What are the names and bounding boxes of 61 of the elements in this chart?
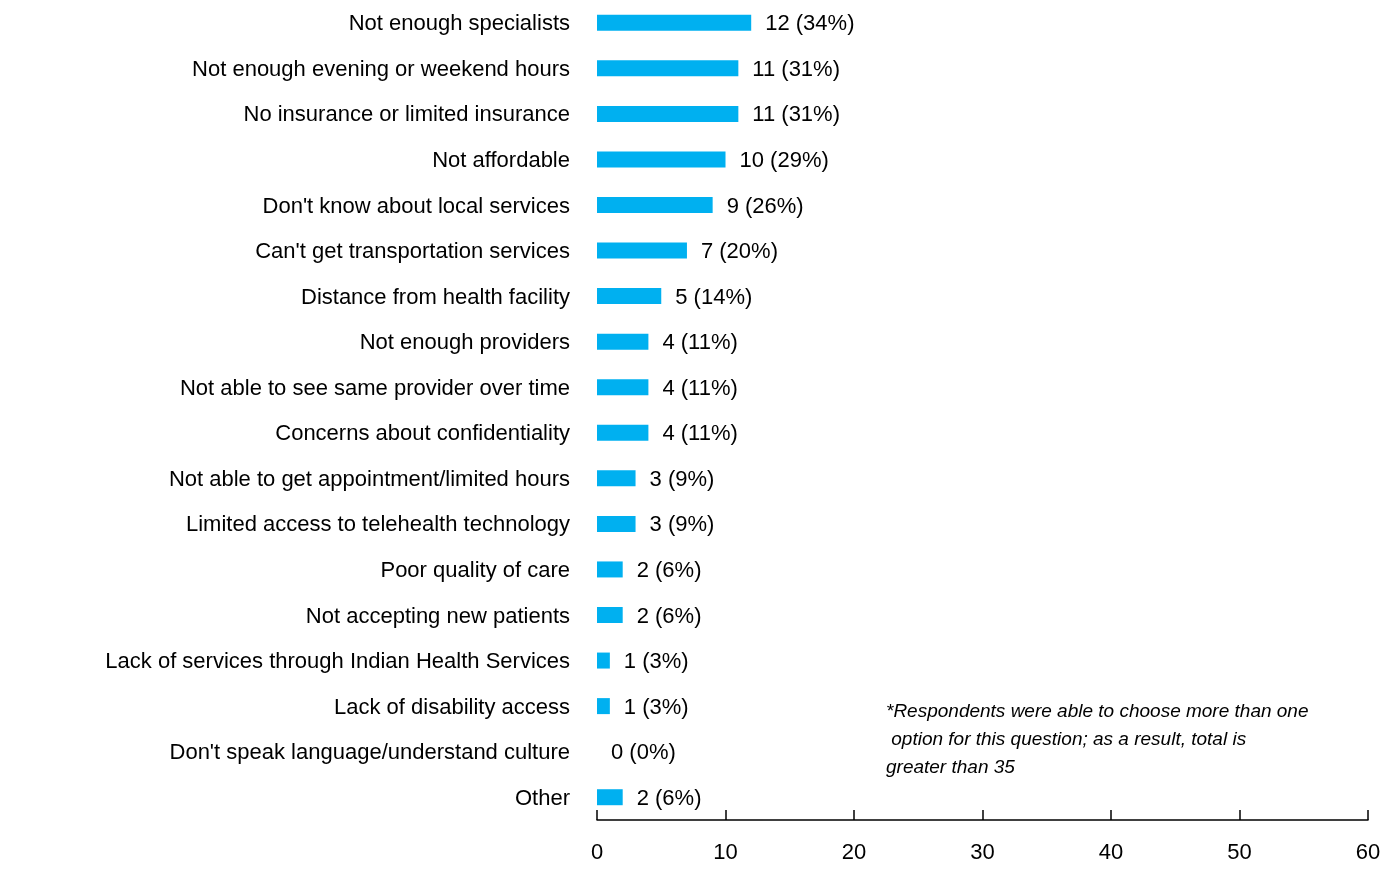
- x-tick-label: 20: [841, 838, 867, 864]
- bar: [597, 470, 636, 487]
- y-tick-label: Not accepting new patients: [305, 602, 570, 628]
- data-label: 1 (3%): [623, 648, 689, 674]
- x-tick-label: 40: [1098, 838, 1124, 864]
- y-tick-label: Lack of services through Indian Health Services: [105, 648, 570, 674]
- y-tick-label: Concerns about confidentiality: [275, 420, 570, 446]
- annotation: *Respondents were able to choose more than one option for this question; as a result, total is greater than 35: [886, 699, 1309, 777]
- data-label: 9 (26%): [726, 192, 804, 218]
- x-tick-label: 60: [1355, 838, 1381, 864]
- x-tick-label: 30: [970, 838, 995, 864]
- bar: [597, 288, 662, 305]
- data-label: 2 (6%): [636, 556, 702, 582]
- bar: [597, 607, 623, 623]
- y-tick-label: Not affordable: [432, 146, 570, 172]
- data-label: 12 (34%): [765, 10, 855, 36]
- y-tick-label: Poor quality of care: [380, 556, 570, 582]
- y-tick-label: Not able to get appointment/limited hours: [168, 465, 570, 491]
- y-tick-label: Don't speak language/understand culture: [169, 739, 570, 765]
- y-tick-label: Not enough specialists: [348, 10, 570, 36]
- data-label: 11 (31%): [752, 101, 840, 127]
- bar: [597, 698, 610, 715]
- data-label: 10 (29%): [739, 146, 829, 172]
- y-tick-label: Limited access to telehealth technology: [185, 511, 570, 537]
- y-tick-label: Distance from health facility: [301, 283, 570, 309]
- bar: [597, 789, 623, 806]
- y-tick-label: Not enough evening or weekend hours: [192, 55, 570, 81]
- x-tick-label: 0: [590, 838, 604, 864]
- bar: [597, 151, 726, 168]
- bar: [597, 379, 649, 396]
- data-label: 3 (9%): [649, 465, 715, 491]
- data-label: 4 (11%): [662, 420, 738, 446]
- y-tick-label: Not enough providers: [359, 329, 570, 355]
- y-tick-label: Not able to see same provider over time: [179, 374, 570, 400]
- data-label: 5 (14%): [675, 283, 753, 309]
- data-label: 3 (9%): [649, 511, 715, 537]
- bar: [597, 14, 752, 31]
- bar: [597, 561, 623, 578]
- y-tick-label: Other: [514, 784, 570, 810]
- data-label: 11 (31%): [752, 55, 840, 81]
- y-tick-label: Lack of disability access: [334, 693, 570, 719]
- data-label: 1 (3%): [623, 693, 689, 719]
- bar: [597, 424, 649, 441]
- y-tick-label: Can't get transportation services: [255, 238, 570, 264]
- bar: [597, 333, 649, 350]
- data-label: 2 (6%): [636, 784, 702, 810]
- bar: [597, 197, 713, 213]
- y-tick-label: Don't know about local services: [262, 192, 570, 218]
- x-tick-label: 10: [713, 838, 738, 864]
- bar: [597, 60, 739, 77]
- bar: [597, 515, 636, 532]
- data-label: 2 (6%): [636, 602, 702, 628]
- data-label: 0 (0%): [611, 739, 676, 765]
- y-tick-label: No insurance or limited insurance: [243, 101, 570, 127]
- bar: [597, 242, 687, 259]
- bar: [597, 652, 610, 669]
- bar: [597, 105, 739, 122]
- data-label: 4 (11%): [662, 374, 738, 400]
- data-label: 4 (11%): [662, 329, 738, 355]
- x-tick-label: 50: [1227, 838, 1252, 864]
- data-label: 7 (20%): [700, 238, 778, 264]
